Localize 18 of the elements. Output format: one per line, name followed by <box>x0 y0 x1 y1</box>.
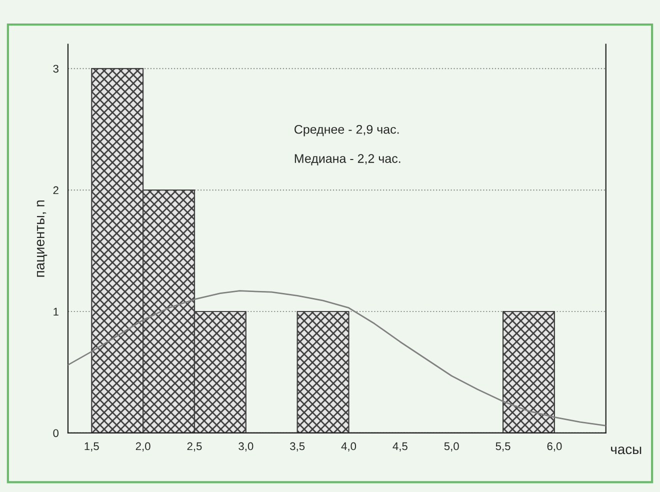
annotation: Медиана - 2,2 час. <box>294 154 400 166</box>
y-tick-label: 0 <box>53 429 59 438</box>
x-tick-label: 5,0 <box>444 442 459 452</box>
y-axis-title: пациенты, n <box>36 200 48 277</box>
x-tick-label: 2,0 <box>136 442 150 452</box>
x-tick-label: 3,5 <box>290 442 305 452</box>
x-tick-label: 2,5 <box>187 442 202 452</box>
x-tick-label: 6,0 <box>547 442 562 452</box>
x-tick-label: 1,5 <box>84 442 99 452</box>
x-axis-title: часы <box>611 446 642 454</box>
x-tick-label: 3,0 <box>238 442 254 452</box>
x-tick-label: 4,0 <box>341 442 356 452</box>
y-tick-label: 1 <box>54 308 58 316</box>
y-tick-label: 3 <box>53 64 58 73</box>
x-tick-label: 4,5 <box>392 442 408 452</box>
x-tick-label: 5,5 <box>496 442 510 452</box>
y-tick-label: 2 <box>53 186 58 194</box>
annotation: Среднее - 2,9 час. <box>294 124 399 136</box>
